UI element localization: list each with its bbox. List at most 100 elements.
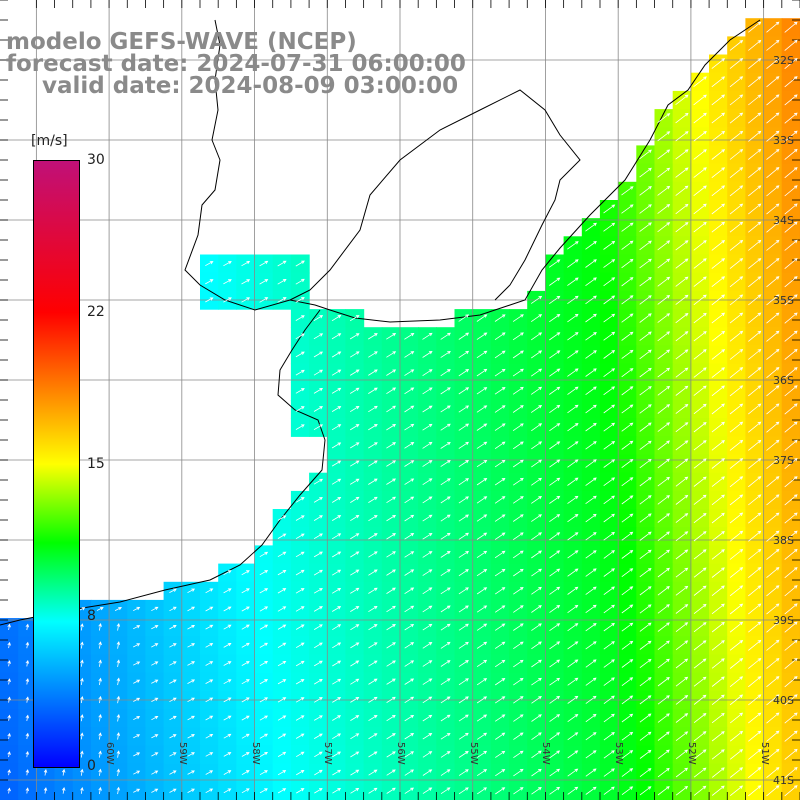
wind-cell bbox=[727, 563, 746, 583]
wind-arrow bbox=[259, 570, 269, 576]
wind-arrow bbox=[585, 604, 597, 614]
wind-cell bbox=[290, 254, 310, 274]
wind-arrow bbox=[404, 696, 415, 704]
wind-arrow bbox=[313, 569, 323, 576]
wind-cell bbox=[400, 345, 419, 365]
wind-cell bbox=[581, 727, 601, 746]
wind-arrow bbox=[476, 696, 488, 704]
wind-cell bbox=[545, 490, 565, 510]
wind-arrow bbox=[711, 694, 725, 706]
wind-cell bbox=[545, 472, 565, 492]
wind-arrow bbox=[223, 788, 232, 794]
wind-arrow bbox=[223, 624, 232, 630]
wind-arrow bbox=[711, 367, 725, 378]
wind-cell bbox=[490, 527, 510, 546]
wind-cell bbox=[454, 509, 474, 528]
wind-arrow bbox=[98, 768, 102, 776]
wind-arrow bbox=[404, 332, 415, 340]
wind-arrow bbox=[549, 495, 561, 504]
wind-arrow bbox=[693, 294, 707, 306]
wind-cell bbox=[272, 581, 292, 601]
wind-arrow bbox=[476, 769, 488, 777]
wind-cell bbox=[400, 636, 419, 656]
wind-arrow bbox=[729, 494, 744, 506]
wind-cell bbox=[654, 581, 674, 601]
wind-cell bbox=[527, 745, 546, 765]
wind-arrow bbox=[748, 421, 762, 433]
wind-arrow bbox=[295, 388, 305, 394]
wind-cell bbox=[763, 272, 783, 292]
wind-arrow bbox=[440, 732, 451, 740]
wind-arrow bbox=[476, 387, 488, 395]
wind-arrow bbox=[585, 513, 597, 523]
wind-cell bbox=[272, 545, 292, 565]
wind-arrow bbox=[512, 532, 524, 541]
wind-arrow bbox=[458, 678, 469, 686]
wind-arrow bbox=[531, 623, 542, 631]
wind-arrow bbox=[494, 332, 506, 341]
wind-arrow bbox=[657, 440, 670, 451]
wind-arrow bbox=[350, 606, 360, 612]
wind-arrow bbox=[693, 658, 707, 669]
wind-arrow bbox=[567, 332, 579, 341]
wind-cell bbox=[472, 418, 492, 437]
wind-cell bbox=[381, 400, 401, 419]
wind-arrow bbox=[476, 605, 488, 613]
wind-cell bbox=[200, 709, 219, 728]
wind-cell bbox=[581, 745, 601, 765]
wind-cell bbox=[345, 509, 365, 528]
wind-arrow bbox=[766, 567, 780, 579]
wind-cell bbox=[563, 509, 583, 528]
wind-cell bbox=[690, 654, 710, 674]
wind-arrow bbox=[295, 369, 305, 376]
lat-label: 41S bbox=[773, 774, 794, 787]
wind-arrow bbox=[693, 367, 707, 378]
wind-arrow bbox=[133, 752, 141, 757]
wind-cell bbox=[454, 436, 474, 456]
wind-arrow bbox=[386, 787, 396, 794]
wind-arrow bbox=[784, 421, 798, 433]
wind-arrow bbox=[603, 277, 616, 287]
coastline bbox=[0, 19, 761, 626]
wind-cell bbox=[127, 654, 147, 674]
wind-cell bbox=[727, 472, 746, 492]
lat-label: 34S bbox=[773, 214, 794, 227]
wind-arrow bbox=[711, 312, 726, 324]
wind-arrow bbox=[748, 730, 762, 742]
wind-arrow bbox=[784, 676, 798, 688]
wind-arrow bbox=[313, 315, 324, 322]
wind-arrow bbox=[368, 624, 378, 631]
wind-arrow bbox=[675, 349, 689, 360]
wind-arrow bbox=[657, 385, 671, 396]
wind-arrow bbox=[223, 733, 232, 739]
wind-cell bbox=[345, 400, 365, 419]
wind-arrow bbox=[693, 494, 707, 505]
wind-cell bbox=[727, 581, 746, 601]
wind-arrow bbox=[748, 239, 762, 251]
wind-arrow bbox=[567, 404, 579, 414]
wind-cell bbox=[672, 109, 692, 128]
wind-arrow bbox=[784, 330, 798, 342]
wind-cell bbox=[636, 436, 656, 456]
wind-arrow bbox=[549, 659, 561, 668]
wind-cell bbox=[563, 381, 583, 401]
wind-cell bbox=[254, 709, 274, 728]
wind-cell bbox=[763, 563, 783, 583]
wind-cell bbox=[654, 400, 674, 419]
wind-arrow bbox=[531, 459, 542, 468]
wind-arrow bbox=[766, 403, 780, 415]
wind-arrow bbox=[494, 368, 506, 377]
lat-label: 36S bbox=[773, 374, 794, 387]
wind-arrow bbox=[205, 643, 214, 648]
wind-cell bbox=[563, 727, 583, 746]
wind-arrow bbox=[513, 641, 524, 650]
wind-arrow bbox=[693, 513, 707, 524]
wind-arrow bbox=[98, 641, 102, 649]
wind-cell bbox=[90, 745, 110, 765]
wind-cell bbox=[472, 454, 492, 474]
wind-arrow bbox=[331, 442, 342, 449]
wind-cell bbox=[527, 490, 546, 510]
wind-cell bbox=[309, 654, 328, 674]
wind-cell bbox=[654, 181, 674, 201]
wind-cell bbox=[200, 581, 219, 601]
